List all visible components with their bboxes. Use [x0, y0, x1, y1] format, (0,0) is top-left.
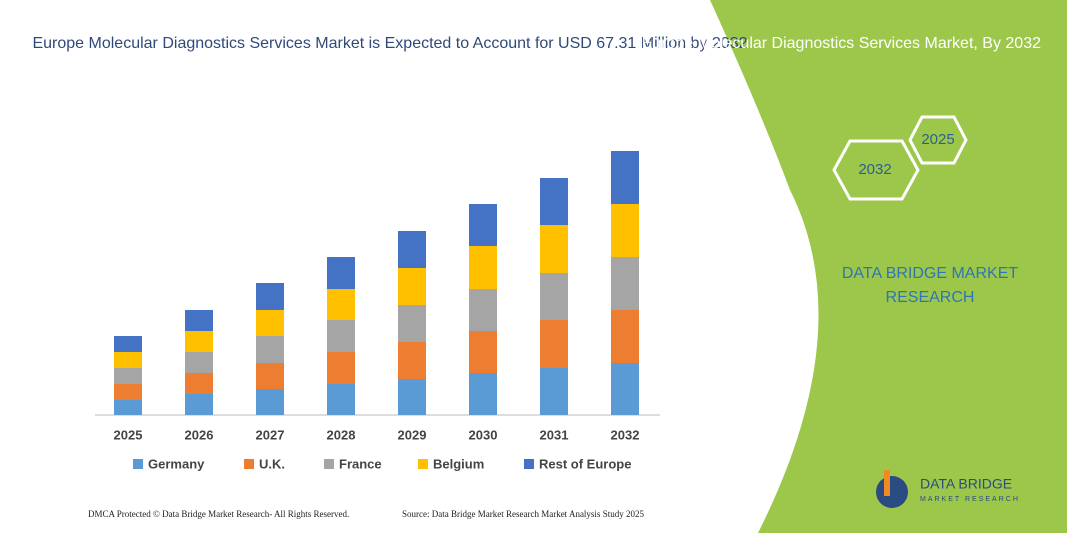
footer-left: DMCA Protected © Data Bridge Market Rese…	[88, 509, 349, 519]
legend-swatch	[244, 459, 254, 469]
bar-segment	[469, 204, 497, 246]
hexagon	[832, 139, 920, 201]
title-text: Europe Molecular Diagnostics Services Ma…	[32, 35, 747, 52]
bar-segment	[469, 289, 497, 331]
legend-label: Belgium	[433, 456, 484, 471]
x-tick-label: 2029	[398, 427, 427, 442]
green-panel	[710, 0, 1067, 533]
bar-segment	[540, 273, 568, 320]
bar-segment	[540, 225, 568, 273]
x-tick-label: 2025	[114, 427, 143, 442]
legend-swatch	[524, 459, 534, 469]
bar-segment	[398, 379, 426, 415]
bar-segment	[398, 305, 426, 342]
x-tick-label: 2032	[611, 427, 640, 442]
x-tick-label: 2031	[540, 427, 569, 442]
bar-segment	[540, 368, 568, 415]
x-tick-label: 2028	[327, 427, 356, 442]
bar-segment	[256, 389, 284, 415]
hex-label: 2032	[858, 161, 891, 178]
bar-segment	[398, 268, 426, 305]
brand-box: DATA BRIDGE MARKET RESEARCH	[841, 265, 1019, 306]
hex-label: 2025	[921, 131, 954, 148]
logo-icon	[884, 470, 890, 496]
bar-segment	[114, 336, 142, 352]
legend-label: Germany	[148, 456, 205, 471]
bar-segment	[327, 320, 355, 352]
hexagon	[908, 115, 968, 165]
bar-segment	[185, 394, 213, 415]
legend-swatch	[133, 459, 143, 469]
bar-segment	[256, 363, 284, 389]
bar-segment	[114, 400, 142, 415]
bar-segment	[611, 151, 639, 204]
chart-title: Europe Molecular Diagnostics Services Ma…	[32, 35, 747, 52]
legend-swatch	[418, 459, 428, 469]
bar-segment	[398, 342, 426, 379]
bar-segment	[256, 283, 284, 310]
x-tick-label: 2026	[185, 427, 214, 442]
panel-title: Europe Molecular Diagnostics Services Ma…	[642, 35, 1041, 52]
bar-segment	[327, 257, 355, 289]
x-tick-label: 2027	[256, 427, 285, 442]
bar-segment	[611, 257, 639, 310]
logo-icon	[876, 476, 908, 508]
bar-segment	[540, 320, 568, 368]
legend-label: Rest of Europe	[539, 456, 631, 471]
bar-segment	[469, 331, 497, 373]
bar-segment	[185, 331, 213, 352]
logo-tagline: MARKET RESEARCH	[920, 496, 1020, 503]
x-tick-label: 2030	[469, 427, 498, 442]
brand-text: DATA BRIDGE MARKET RESEARCH	[841, 265, 1019, 306]
bar-segment	[327, 289, 355, 320]
footer-right: Source: Data Bridge Market Research Mark…	[402, 509, 644, 519]
bar-segment	[540, 178, 568, 225]
bar-segment	[611, 363, 639, 415]
bar-segment	[327, 384, 355, 415]
bar-segment	[185, 352, 213, 373]
bar-segment	[256, 310, 284, 336]
bar-segment	[611, 310, 639, 363]
logo-name: DATA BRIDGE	[920, 476, 1012, 492]
bar-segment	[611, 204, 639, 257]
bar-segment	[114, 368, 142, 384]
legend-label: U.K.	[259, 456, 285, 471]
bar-segment	[114, 352, 142, 368]
bar-segment	[327, 352, 355, 384]
bar-segment	[256, 336, 284, 363]
legend-swatch	[324, 459, 334, 469]
legend-label: France	[339, 456, 382, 471]
bar-segment	[469, 246, 497, 289]
bar-segment	[469, 373, 497, 415]
bar-segment	[398, 231, 426, 268]
bar-segment	[185, 310, 213, 331]
bar-segment	[185, 373, 213, 394]
bar-segment	[114, 384, 142, 400]
